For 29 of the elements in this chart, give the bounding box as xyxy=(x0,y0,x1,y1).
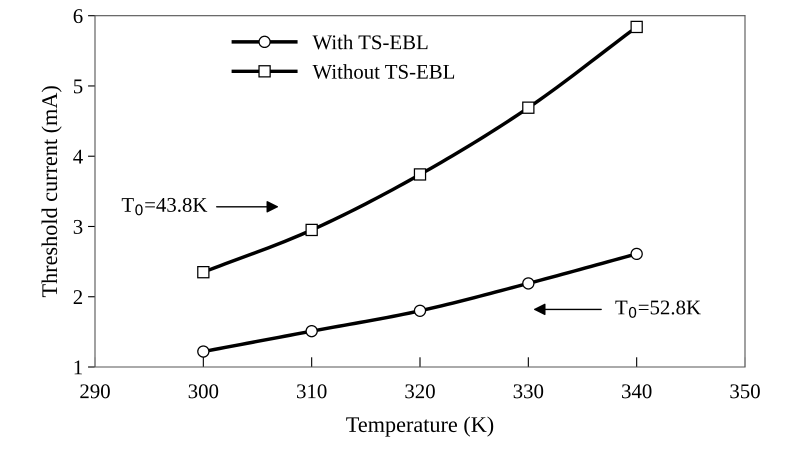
point xyxy=(522,102,535,114)
legend-label: Without TS-EBL xyxy=(312,64,454,79)
legend-label: With TS-EBL xyxy=(312,34,428,50)
y-tick-label: 4 xyxy=(73,150,83,164)
point xyxy=(197,266,210,278)
x-tick-label: 350 xyxy=(730,384,760,398)
x-tick-label: 320 xyxy=(405,384,435,398)
x-tick-label: 300 xyxy=(188,384,218,398)
y-tick-label: 6 xyxy=(74,9,83,24)
y-tick-label: 5 xyxy=(74,80,82,94)
x-tick-label: 340 xyxy=(622,384,652,398)
x-tick-label: 290 xyxy=(80,384,110,398)
point xyxy=(414,168,426,181)
point xyxy=(522,277,535,290)
point xyxy=(630,248,643,260)
x-tick-label: 330 xyxy=(514,384,544,398)
y-tick-label: 1 xyxy=(74,360,82,374)
y-axis-title: Threshold current (mA) xyxy=(42,86,62,298)
x-tick-label: 310 xyxy=(297,384,326,398)
point xyxy=(414,304,426,317)
annotation: T$_{0}$=43.8K xyxy=(122,198,208,216)
point xyxy=(197,345,210,358)
annotation: T$_{0}$=52.8K xyxy=(615,300,701,318)
y-tick-label: 3 xyxy=(74,220,82,234)
point xyxy=(305,324,318,338)
x-axis-title: Temperature (K) xyxy=(346,416,494,437)
point xyxy=(305,224,318,236)
y-tick-label: 2 xyxy=(74,290,82,304)
point xyxy=(630,20,643,34)
